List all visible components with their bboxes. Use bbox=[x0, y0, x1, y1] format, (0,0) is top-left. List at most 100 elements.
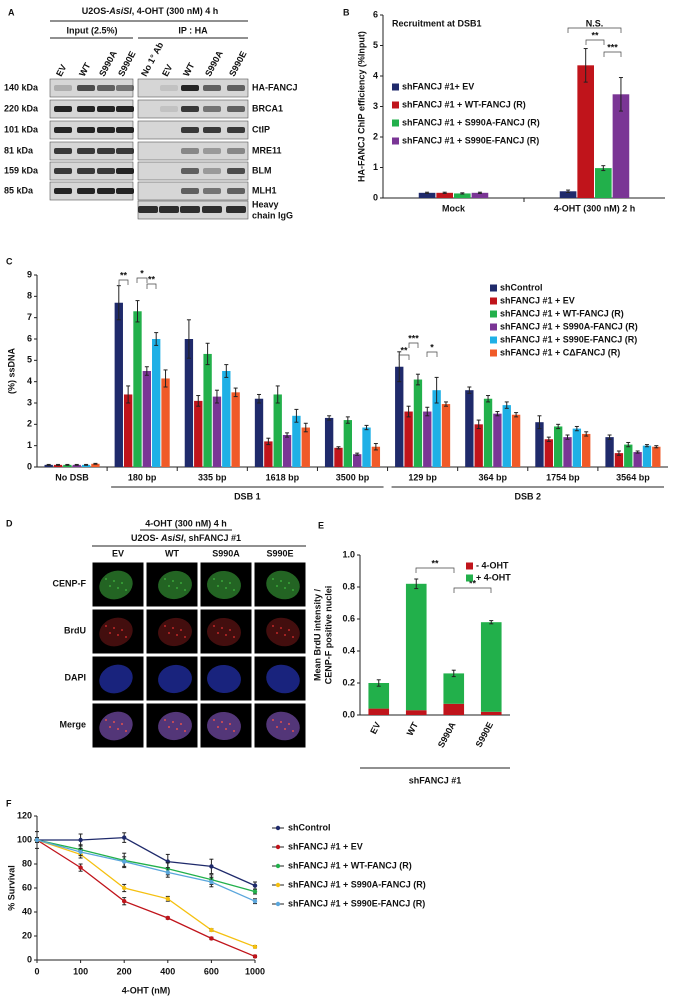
bar bbox=[371, 446, 381, 467]
bar-segment bbox=[480, 711, 502, 715]
point bbox=[34, 837, 40, 843]
nucleus bbox=[158, 617, 192, 647]
nucleus bbox=[207, 664, 241, 694]
band bbox=[180, 206, 200, 213]
legend-swatch bbox=[490, 284, 497, 292]
y-tick-label: 0 bbox=[27, 954, 32, 964]
band bbox=[203, 148, 221, 154]
lane-label: S990E bbox=[227, 49, 249, 78]
speckle bbox=[105, 625, 107, 627]
speckle bbox=[125, 730, 127, 732]
bar bbox=[91, 463, 100, 467]
speckle bbox=[109, 632, 111, 634]
legend-swatch bbox=[490, 349, 497, 357]
legend-swatch bbox=[490, 310, 497, 318]
y-tick-label: 0 bbox=[373, 192, 378, 202]
speckle bbox=[292, 636, 294, 638]
legend-label: shFANCJ #1 + S990E-FANCJ (R) bbox=[288, 898, 425, 908]
speckle bbox=[272, 578, 274, 580]
line bbox=[36, 839, 256, 948]
marker-label: 220 kDa bbox=[4, 103, 39, 113]
x-tick-label: EV bbox=[368, 720, 382, 735]
speckle bbox=[125, 636, 127, 638]
band bbox=[227, 106, 245, 112]
speckle bbox=[225, 587, 227, 589]
protein-label: MLH1 bbox=[252, 185, 277, 195]
point bbox=[122, 835, 127, 840]
y-tick-label: 0.6 bbox=[342, 613, 355, 623]
bar-segment bbox=[480, 622, 502, 712]
y-tick-label: 3 bbox=[27, 397, 32, 407]
nucleus bbox=[207, 570, 241, 600]
speckle bbox=[176, 634, 178, 636]
bar bbox=[222, 371, 231, 467]
significance-bracket bbox=[603, 51, 622, 57]
bar bbox=[436, 192, 453, 198]
bar bbox=[161, 378, 170, 467]
y-tick-label: 60 bbox=[22, 882, 32, 892]
point bbox=[165, 896, 170, 901]
lane-label: S990A bbox=[203, 49, 225, 78]
line bbox=[37, 836, 256, 887]
bar bbox=[572, 428, 582, 467]
bar bbox=[343, 420, 352, 467]
band bbox=[54, 127, 72, 133]
band bbox=[54, 168, 72, 174]
speckle bbox=[217, 632, 219, 634]
micro-subtitle-part: U2OS- bbox=[131, 533, 161, 543]
band bbox=[203, 85, 221, 91]
protein-label: Heavy bbox=[252, 199, 279, 209]
legend-label: shControl bbox=[500, 282, 543, 292]
bar bbox=[184, 339, 194, 467]
point bbox=[78, 865, 83, 870]
micrograph bbox=[199, 608, 253, 655]
speckle bbox=[288, 582, 290, 584]
legend-swatch bbox=[490, 336, 497, 344]
lane-label: WT bbox=[77, 61, 93, 78]
band bbox=[116, 85, 134, 91]
y-tick-label: 9 bbox=[27, 269, 32, 279]
speckle bbox=[276, 585, 278, 587]
bar bbox=[582, 433, 591, 467]
y-tick-label: 4 bbox=[373, 70, 378, 80]
speckle bbox=[164, 625, 166, 627]
y-tick-label: 80 bbox=[22, 858, 32, 868]
blot-title-part: U2OS- bbox=[82, 6, 110, 16]
nucleus bbox=[158, 711, 192, 741]
bar bbox=[264, 441, 273, 467]
y-tick-label: 1.0 bbox=[342, 549, 355, 559]
bar bbox=[53, 464, 63, 467]
legend-label: shFANCJ #1 + WT-FANCJ (R) bbox=[402, 99, 526, 109]
bar bbox=[362, 427, 371, 467]
x-tick-label: 0 bbox=[34, 966, 39, 976]
speckle bbox=[280, 580, 282, 582]
speckle bbox=[280, 721, 282, 723]
band bbox=[160, 85, 178, 91]
panel-label: F bbox=[6, 798, 12, 808]
speckle bbox=[276, 726, 278, 728]
band bbox=[116, 188, 134, 194]
band bbox=[181, 168, 199, 174]
column-label: S990E bbox=[266, 548, 293, 558]
speckle bbox=[213, 719, 215, 721]
x-axis-label: shFANCJ #1 bbox=[409, 775, 462, 785]
bar bbox=[605, 437, 614, 467]
band bbox=[54, 106, 72, 112]
speckle bbox=[225, 728, 227, 730]
speckle bbox=[113, 580, 115, 582]
band bbox=[203, 188, 221, 194]
band bbox=[227, 148, 245, 154]
legend-label: - 4-OHT bbox=[476, 560, 509, 570]
nucleus bbox=[266, 711, 300, 741]
speckle bbox=[121, 629, 123, 631]
bar bbox=[114, 302, 123, 467]
significance-label: ** bbox=[120, 270, 128, 280]
protein-label: chain IgG bbox=[252, 210, 293, 220]
y-tick-label: 1 bbox=[373, 162, 378, 172]
protein-label: MRE11 bbox=[252, 145, 282, 155]
band bbox=[227, 127, 245, 133]
group-label: DSB 1 bbox=[234, 491, 261, 501]
band bbox=[226, 206, 246, 213]
significance-label: ** bbox=[591, 30, 599, 40]
nucleus bbox=[99, 617, 133, 647]
